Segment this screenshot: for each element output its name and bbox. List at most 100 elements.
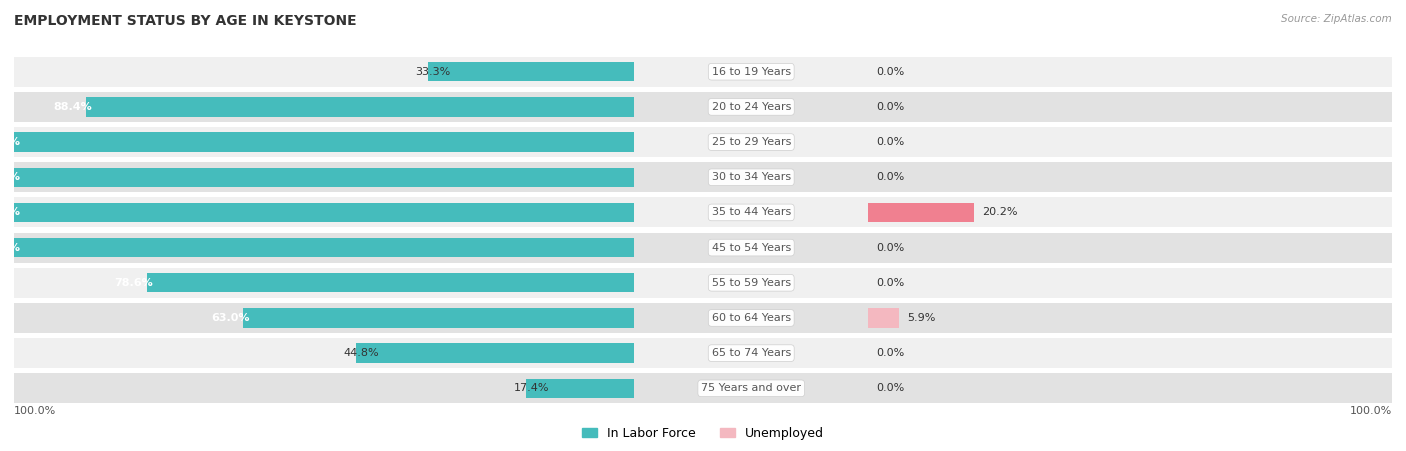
Bar <box>14 127 634 157</box>
Text: 0.0%: 0.0% <box>876 278 904 288</box>
Text: 44.8%: 44.8% <box>344 348 380 358</box>
Bar <box>0 92 1406 122</box>
Bar <box>0 373 1406 403</box>
Bar <box>634 338 869 368</box>
Text: 78.6%: 78.6% <box>114 278 153 288</box>
Bar <box>146 273 634 292</box>
Text: 17.4%: 17.4% <box>513 383 550 393</box>
Bar <box>869 233 1392 262</box>
Bar <box>0 198 1406 227</box>
Bar <box>0 373 1406 403</box>
Bar <box>634 373 869 403</box>
Text: 25 to 29 Years: 25 to 29 Years <box>711 137 792 147</box>
Text: 100.0%: 100.0% <box>0 172 20 182</box>
Text: 20 to 24 Years: 20 to 24 Years <box>711 102 792 112</box>
Text: 55 to 59 Years: 55 to 59 Years <box>711 278 790 288</box>
Bar <box>14 203 634 222</box>
Bar <box>14 198 634 227</box>
Text: 88.4%: 88.4% <box>53 102 93 112</box>
Text: 35 to 44 Years: 35 to 44 Years <box>711 207 790 217</box>
Bar <box>0 373 1406 403</box>
Bar <box>0 303 1406 333</box>
Text: 16 to 19 Years: 16 to 19 Years <box>711 67 790 77</box>
Bar <box>14 338 634 368</box>
Text: 20.2%: 20.2% <box>981 207 1018 217</box>
Bar <box>14 233 634 262</box>
Bar <box>14 268 634 298</box>
Bar <box>634 127 869 157</box>
Text: 0.0%: 0.0% <box>876 383 904 393</box>
Bar <box>634 303 869 333</box>
Bar <box>634 57 869 87</box>
Bar <box>869 338 1392 368</box>
Bar <box>0 268 1406 298</box>
Bar <box>0 268 1406 298</box>
Bar <box>869 303 1392 333</box>
Text: 100.0%: 100.0% <box>1350 406 1392 416</box>
Bar <box>356 344 634 363</box>
Bar <box>634 162 869 192</box>
Bar <box>869 92 1392 122</box>
Bar <box>0 303 1406 333</box>
Bar <box>14 168 634 187</box>
Text: 0.0%: 0.0% <box>876 243 904 253</box>
Bar <box>0 303 1406 333</box>
Bar <box>0 338 1406 368</box>
Bar <box>869 268 1392 298</box>
Bar <box>0 57 873 87</box>
Bar <box>0 198 1406 227</box>
Text: 45 to 54 Years: 45 to 54 Years <box>711 243 790 253</box>
Bar <box>0 233 1406 262</box>
Bar <box>243 308 634 327</box>
Bar <box>14 162 634 192</box>
Text: 100.0%: 100.0% <box>14 406 56 416</box>
Bar <box>0 92 1406 122</box>
Text: Source: ZipAtlas.com: Source: ZipAtlas.com <box>1281 14 1392 23</box>
Bar <box>0 268 1406 298</box>
Bar <box>869 127 1392 157</box>
Text: 0.0%: 0.0% <box>876 172 904 182</box>
Bar <box>14 373 634 403</box>
Bar <box>0 127 1406 157</box>
Bar <box>0 162 1406 192</box>
Bar <box>0 127 1406 157</box>
Bar <box>0 198 1406 227</box>
Text: 65 to 74 Years: 65 to 74 Years <box>711 348 790 358</box>
Text: 100.0%: 100.0% <box>0 137 20 147</box>
Bar <box>14 57 634 87</box>
Bar <box>634 198 869 227</box>
Bar <box>634 268 869 298</box>
Text: EMPLOYMENT STATUS BY AGE IN KEYSTONE: EMPLOYMENT STATUS BY AGE IN KEYSTONE <box>14 14 357 28</box>
Bar <box>869 162 1392 192</box>
Bar <box>869 57 1392 87</box>
Bar <box>0 233 1406 262</box>
Bar <box>0 127 1406 157</box>
Legend: In Labor Force, Unemployed: In Labor Force, Unemployed <box>576 422 830 445</box>
Bar <box>634 233 869 262</box>
Bar <box>86 97 634 116</box>
Text: 5.9%: 5.9% <box>907 313 935 323</box>
Text: 60 to 64 Years: 60 to 64 Years <box>711 313 790 323</box>
Text: 0.0%: 0.0% <box>876 137 904 147</box>
Bar <box>0 338 1406 368</box>
Bar <box>869 308 900 327</box>
Text: 75 Years and over: 75 Years and over <box>702 383 801 393</box>
Text: 33.3%: 33.3% <box>415 67 450 77</box>
Text: 63.0%: 63.0% <box>211 313 250 323</box>
Bar <box>628 57 1406 87</box>
Bar <box>427 62 634 81</box>
Text: 30 to 34 Years: 30 to 34 Years <box>711 172 790 182</box>
Bar <box>0 92 1406 122</box>
Bar <box>14 303 634 333</box>
Text: 100.0%: 100.0% <box>0 207 20 217</box>
Text: 100.0%: 100.0% <box>0 243 20 253</box>
Bar <box>869 198 1392 227</box>
Bar <box>14 133 634 152</box>
Bar <box>0 338 1406 368</box>
Bar <box>526 379 634 398</box>
Bar <box>0 162 1406 192</box>
Text: 0.0%: 0.0% <box>876 348 904 358</box>
Bar <box>14 92 634 122</box>
Bar <box>869 203 974 222</box>
Bar <box>0 162 1406 192</box>
